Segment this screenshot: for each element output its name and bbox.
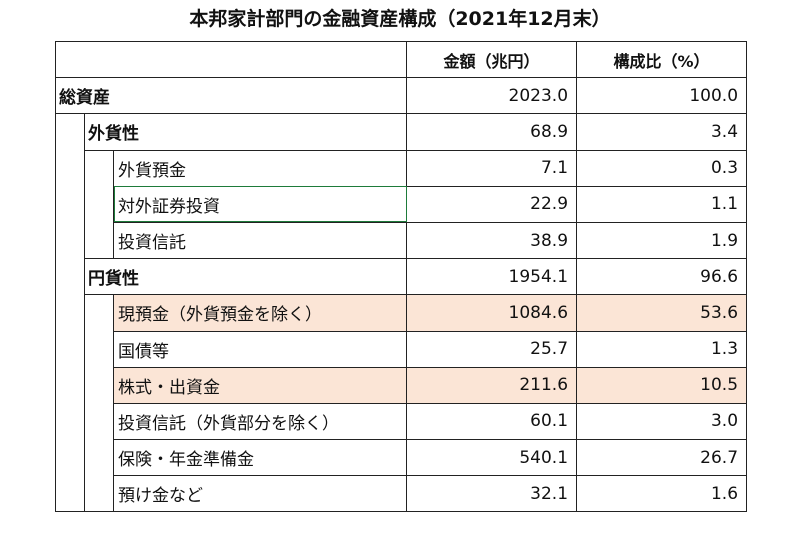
table-row: 現預金（外貨預金を除く） 1084.6 53.6 xyxy=(56,294,748,513)
indent-cell[interactable] xyxy=(55,113,85,513)
ratio-cell[interactable]: 1.6 xyxy=(576,475,748,513)
amount-cell[interactable]: 540.1 xyxy=(406,439,578,477)
row-label[interactable]: 預け金など xyxy=(112,475,408,513)
ratio-cell[interactable]: 26.7 xyxy=(576,439,748,477)
ratio-cell[interactable]: 10.5 xyxy=(576,366,748,404)
row-label[interactable]: 外貨性 xyxy=(83,113,408,151)
amount-cell[interactable]: 38.9 xyxy=(406,221,578,260)
row-label[interactable]: 投資信託（外貨部分を除く） xyxy=(112,402,408,441)
amount-cell[interactable]: 25.7 xyxy=(406,330,578,368)
row-label[interactable]: 国債等 xyxy=(112,330,408,368)
amount-cell[interactable]: 22.9 xyxy=(406,185,578,223)
indent-cell[interactable] xyxy=(84,294,114,513)
table-row: 投資信託 38.9 1.9 xyxy=(56,221,748,260)
selected-cell[interactable]: 対外証券投資 xyxy=(112,185,408,223)
header-row: 金額（兆円） 構成比（%） xyxy=(54,40,748,79)
row-label[interactable]: 円貨性 xyxy=(83,258,408,296)
ratio-cell[interactable]: 1.3 xyxy=(576,330,748,368)
ratio-cell[interactable]: 53.6 xyxy=(576,294,748,332)
ratio-cell[interactable]: 1.1 xyxy=(576,185,748,223)
financial-assets-table: 金額（兆円） 構成比（%） 総資産 2023.0 100.0 外貨性 68.9 … xyxy=(54,40,748,513)
table-row: 国債等 25.7 1.3 xyxy=(56,330,748,368)
amount-cell[interactable]: 1954.1 xyxy=(406,258,578,296)
table-row: 保険・年金準備金 540.1 26.7 xyxy=(56,439,748,477)
table-row: 外貨預金 7.1 0.3 xyxy=(56,149,748,260)
header-ratio[interactable]: 構成比（%） xyxy=(576,40,748,79)
row-label[interactable]: 総資産 xyxy=(54,77,408,115)
amount-cell[interactable]: 2023.0 xyxy=(406,77,578,115)
indent-cell[interactable] xyxy=(84,149,114,260)
amount-cell[interactable]: 32.1 xyxy=(406,475,578,513)
header-amount[interactable]: 金額（兆円） xyxy=(406,40,578,79)
row-label[interactable]: 保険・年金準備金 xyxy=(112,439,408,477)
row-label[interactable]: 外貨預金 xyxy=(112,149,408,187)
amount-cell[interactable]: 60.1 xyxy=(406,402,578,441)
table-row: 総資産 2023.0 100.0 xyxy=(54,77,748,115)
row-label[interactable]: 投資信託 xyxy=(112,221,408,260)
ratio-cell[interactable]: 0.3 xyxy=(576,149,748,187)
ratio-cell[interactable]: 100.0 xyxy=(576,77,748,115)
amount-cell[interactable]: 211.6 xyxy=(406,366,578,404)
ratio-cell[interactable]: 1.9 xyxy=(576,221,748,260)
ratio-cell[interactable]: 96.6 xyxy=(576,258,748,296)
amount-cell[interactable]: 7.1 xyxy=(406,149,578,187)
page-title: 本邦家計部門の金融資産構成（2021年12月末） xyxy=(189,8,611,30)
table-row: 外貨性 68.9 3.4 xyxy=(55,113,748,513)
table-row: 投資信託（外貨部分を除く） 60.1 3.0 xyxy=(56,402,748,441)
ratio-cell[interactable]: 3.0 xyxy=(576,402,748,441)
amount-cell[interactable]: 68.9 xyxy=(406,113,578,151)
table-row: 預け金など 32.1 1.6 xyxy=(56,475,748,513)
ratio-cell[interactable]: 3.4 xyxy=(576,113,748,151)
table-row: 対外証券投資 22.9 1.1 xyxy=(56,185,748,223)
table-row: 円貨性 1954.1 96.6 xyxy=(56,258,748,296)
amount-cell[interactable]: 1084.6 xyxy=(406,294,578,332)
row-label[interactable]: 現預金（外貨預金を除く） xyxy=(112,294,408,332)
row-label[interactable]: 株式・出資金 xyxy=(112,366,408,404)
table-row: 株式・出資金 211.6 10.5 xyxy=(56,366,748,404)
header-blank-cell[interactable] xyxy=(54,40,408,79)
